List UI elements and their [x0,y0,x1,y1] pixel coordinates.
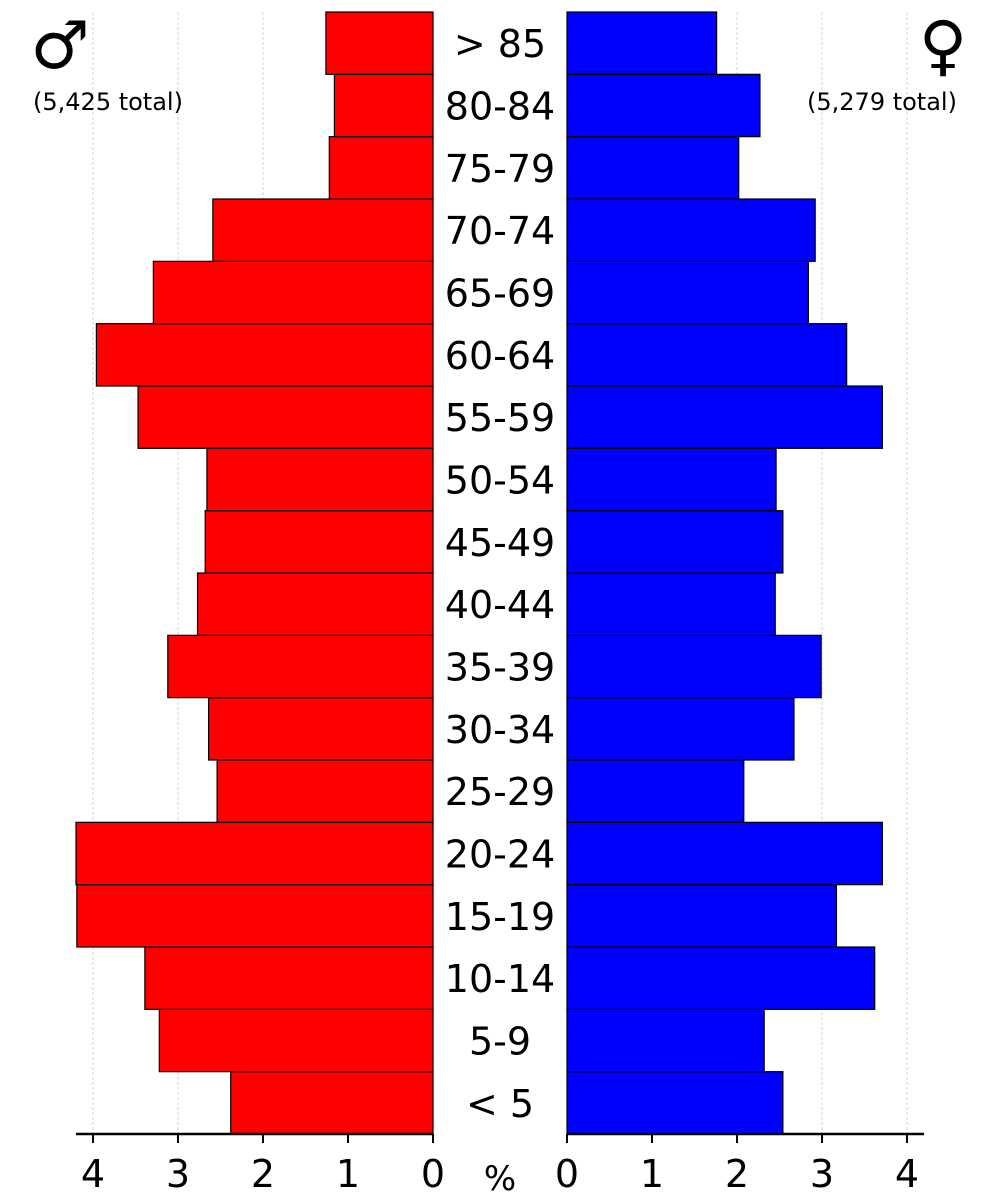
age-label-13: 65-69 [445,272,555,316]
female-bar-4 [566,821,883,886]
female-bar-13 [566,260,809,325]
male-symbol: ♂ [30,7,89,84]
axes: 4 3 2 1 0 0 1 2 3 4 [76,1132,924,1196]
female-bar-7 [566,634,822,699]
female-bar-17 [566,11,718,75]
female-bar-15 [566,136,740,200]
x-tick-label-8: 3 [810,1152,834,1196]
age-label-5: 25-29 [445,770,555,814]
female-bar-14 [566,198,816,262]
age-label-1: 5-9 [469,1020,531,1064]
age-label-15: 75-79 [445,147,555,191]
female-bar-12 [566,323,848,387]
male-bar-14 [212,198,434,262]
x-tick-label-6: 1 [640,1152,664,1196]
female-bar-0 [566,1071,784,1135]
male-bar-10 [206,447,434,512]
age-label-9: 45-49 [445,521,555,565]
female-total-label: (5,279 total) [807,88,957,116]
female-bar-8 [566,572,776,636]
male-bar-8 [196,572,434,636]
x-tick-label-3: 1 [336,1152,360,1196]
age-label-6: 30-34 [445,708,555,752]
x-tick-label-0: 4 [81,1152,105,1196]
male-total-label: (5,425 total) [33,88,183,116]
age-label-14: 70-74 [445,209,555,253]
female-bar-16 [566,73,761,138]
age-label-12: 60-64 [445,334,555,378]
male-bar-5 [216,759,434,823]
x-tick-label-1: 3 [166,1152,190,1196]
male-bar-6 [208,697,434,761]
female-symbol: ♀ [919,7,967,84]
male-bar-7 [167,634,434,699]
male-bar-3 [76,884,434,948]
x-tick-label-7: 2 [725,1152,749,1196]
x-axis-unit-label: % [484,1159,516,1199]
male-bar-17 [325,11,434,75]
female-bar-5 [566,759,745,823]
female-bars [566,11,883,1135]
male-bar-15 [328,136,434,200]
age-label-7: 35-39 [445,646,555,690]
female-bar-2 [566,946,876,1010]
female-bar-11 [566,385,883,449]
male-bar-1 [158,1008,434,1073]
male-bar-2 [144,946,434,1010]
female-bar-10 [566,447,777,512]
male-bar-13 [152,260,434,325]
male-bar-0 [230,1071,434,1135]
age-label-4: 20-24 [445,833,555,877]
x-tick-label-5: 0 [555,1152,579,1196]
male-bar-4 [75,821,434,886]
female-bar-3 [566,884,838,948]
age-label-17: > 85 [454,22,546,66]
male-bar-11 [137,385,434,449]
age-group-labels: < 5 5-9 10-14 15-19 20-24 25-29 30-34 35-39 40-4… [445,22,555,1126]
age-label-10: 50-54 [445,459,555,503]
male-bars [75,11,434,1135]
age-label-16: 80-84 [445,85,555,129]
x-tick-label-4: 0 [421,1152,445,1196]
x-tick-label-9: 4 [895,1152,919,1196]
x-tick-label-2: 2 [251,1152,275,1196]
male-bar-9 [204,510,434,574]
female-bar-6 [566,697,795,761]
male-bar-12 [95,323,434,387]
female-bar-1 [566,1008,765,1073]
male-bar-16 [333,73,434,138]
age-label-8: 40-44 [445,583,555,627]
female-bar-9 [566,510,784,574]
age-label-3: 15-19 [445,895,555,939]
age-label-2: 10-14 [445,957,555,1001]
age-label-0: < 5 [466,1082,534,1126]
age-label-11: 55-59 [445,396,555,440]
